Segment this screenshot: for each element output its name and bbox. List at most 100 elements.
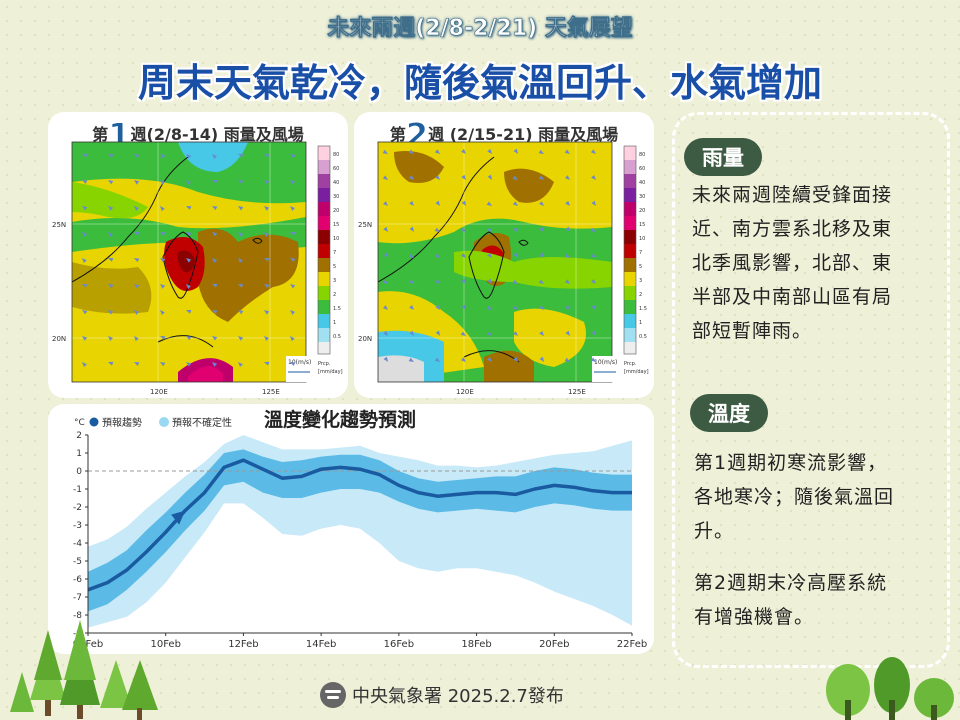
wind-arrow [186, 232, 192, 237]
wind-arrow [264, 232, 269, 237]
wind-arrow [487, 148, 492, 154]
wind-arrow [160, 309, 165, 316]
lon-label-125e: 125E [262, 388, 280, 396]
wind-arrow [212, 283, 218, 288]
lat-label-25n: 25N [52, 221, 66, 229]
wind-arrow [186, 206, 192, 210]
wind-arrow [134, 336, 139, 342]
wind-arrow [408, 357, 414, 362]
wind-arrow [82, 232, 88, 237]
precip-unit-label-2: [mm/day] [318, 369, 343, 375]
wind-arrow [160, 154, 166, 159]
rain-line: 北季風影響，北部、東 [692, 252, 893, 274]
wind-arrow [134, 284, 140, 289]
wind-arrow [238, 258, 243, 264]
wind-arrow [290, 231, 296, 236]
page-subtitle: 未來兩週(2/8-2/21) 天氣展望 [327, 16, 633, 42]
precip-map-week2: 25N 20N 120E 125E 80 60 40 [358, 141, 649, 396]
wind-arrow [238, 336, 244, 341]
wind-arrow [538, 279, 544, 284]
rain-label-badge: 雨量 [684, 138, 762, 176]
wind-arrow [82, 258, 87, 264]
wind-arrow [383, 226, 388, 232]
wind-arrow [461, 200, 466, 206]
wind-arrow [564, 175, 570, 180]
cbar-tick: 60 [639, 166, 645, 172]
trend-arrow-head [171, 510, 186, 525]
wind-arrow [461, 304, 466, 310]
wind-arrow [512, 175, 518, 180]
lat-label-20n: 20N [358, 335, 372, 343]
wind-arrow [108, 310, 114, 315]
wind-arrow [383, 201, 388, 206]
wind-arrow [212, 179, 218, 184]
wind-arrow [461, 278, 466, 284]
wind-arrow [186, 361, 192, 367]
wind-arrow [82, 284, 88, 288]
wind-arrow [538, 175, 544, 180]
x-tick-label: 10Feb [150, 639, 180, 650]
wind-arrow [82, 362, 87, 367]
chart-title: 溫度變化趨勢預測 [264, 408, 416, 431]
wind-arrow [264, 283, 270, 289]
wind-arrow [539, 201, 544, 206]
wind-arrow [486, 331, 492, 336]
lon-label-120e: 120E [456, 388, 474, 396]
wind-arrow [409, 200, 414, 206]
cbar-tick: 80 [333, 152, 339, 158]
wind-arrow [435, 174, 440, 180]
wind-arrow [382, 305, 388, 310]
wind-arrow [591, 330, 596, 336]
cbar-tick: 20 [639, 208, 645, 214]
wind-arrow [538, 149, 544, 154]
lon-label-120e: 120E [150, 388, 168, 396]
cbar-tick: 10 [333, 236, 339, 242]
wind-arrow [108, 361, 114, 366]
precip-unit-label-2: [mm/day] [624, 369, 649, 375]
x-tick-label: 12Feb [228, 639, 258, 650]
wind-arrow [237, 180, 244, 185]
wind-arrow [383, 356, 388, 362]
wind-ref-label: 10(m/s) [288, 359, 311, 366]
uncertainty-band-inner [88, 449, 632, 612]
temp-line: 第2週期末冷高壓系統 [694, 572, 888, 594]
wind-arrow [539, 252, 544, 258]
y-tick-label: 0 [76, 467, 82, 477]
wind-arrow [513, 227, 518, 232]
wind-arrow [434, 357, 440, 362]
cbar-tick: 30 [333, 194, 339, 200]
cbar-tick: 1 [333, 320, 336, 326]
cbar-tick: 60 [333, 166, 339, 172]
wind-arrow [513, 356, 518, 362]
wind-arrow [186, 258, 192, 263]
temp-line: 各地寒冷；隨後氣溫回 [694, 486, 895, 508]
temp-line: 有增強機會。 [694, 606, 815, 628]
wind-arrow [486, 201, 492, 206]
wind-arrow [290, 206, 295, 211]
y-tick-label: 1 [76, 449, 82, 459]
wind-arrow [134, 206, 139, 211]
wind-arrow [82, 336, 88, 341]
wind-arrow [134, 310, 140, 315]
wind-arrow [160, 180, 166, 185]
cbar-tick: 40 [333, 180, 339, 186]
wind-arrow [186, 310, 192, 314]
wind-arrows [82, 153, 296, 367]
map-title-text: 週(2/8-14) 雨量及風場 [130, 125, 304, 144]
wind-arrow [186, 180, 191, 186]
wind-arrow [538, 305, 544, 310]
wind-arrow [264, 336, 269, 341]
wind-arrow [290, 284, 296, 289]
wind-arrow [513, 252, 518, 258]
wind-arrow [238, 284, 244, 288]
wind-arrow [383, 252, 388, 258]
rain-line: 半部及中南部山區有局 [692, 286, 893, 308]
wind-arrow [108, 154, 114, 158]
wind-arrow [238, 232, 244, 237]
legend-trend-marker [89, 417, 99, 427]
wind-arrow [486, 305, 492, 310]
wind-arrow [134, 154, 140, 159]
wind-ref-label: 10(m/s) [594, 359, 617, 366]
wind-arrow [408, 149, 414, 154]
wind-arrow [82, 310, 88, 315]
